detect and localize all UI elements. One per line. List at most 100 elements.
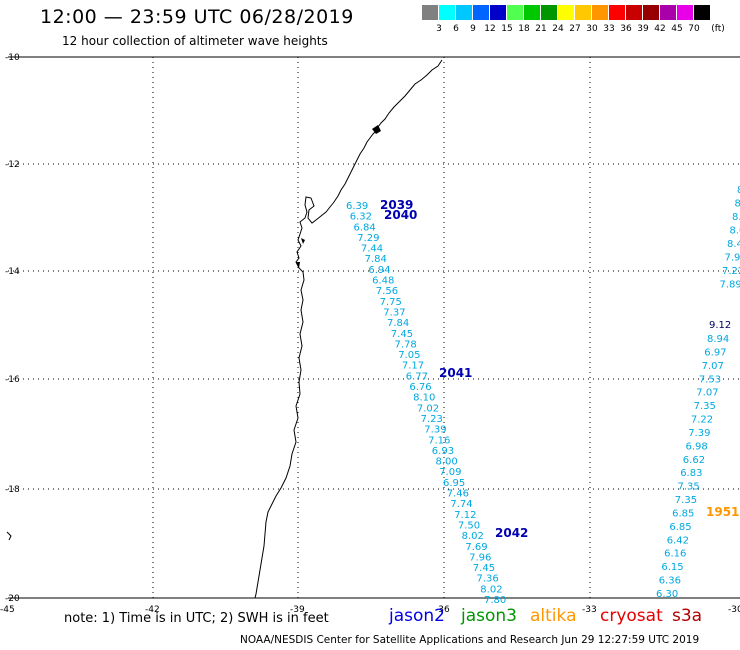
legend-label: 42 xyxy=(654,24,666,34)
swh-value: 6.85 xyxy=(669,522,691,533)
lon-tick-label: -39 xyxy=(290,605,305,615)
swh-value: 6.93 xyxy=(432,446,454,457)
pass-number-label: 2041 xyxy=(439,366,472,380)
swh-value: 7.93 xyxy=(725,253,740,264)
swh-value: 7.45 xyxy=(391,329,413,340)
swh-value: 7.84 xyxy=(387,318,409,329)
swh-value: 8.0 xyxy=(730,226,740,237)
legend-unit: (ft) xyxy=(711,24,725,34)
legend-swatch xyxy=(541,5,558,20)
swh-value: 6.85 xyxy=(672,509,694,520)
swh-value: 8.02 xyxy=(462,531,484,542)
satellite-legend-s3a: s3a xyxy=(672,606,703,626)
swh-value: 7.84 xyxy=(365,254,387,265)
legend-swatch xyxy=(592,5,609,20)
offshore-island xyxy=(6,531,12,541)
swh-value: 6.16 xyxy=(664,549,686,560)
swh-value: 7.16 xyxy=(428,435,450,446)
swh-value: 7.37 xyxy=(383,308,405,319)
axis-tick-labels: -10 -12 -14 -16 -18 -20-45 -42 -39 -36 -33 -30 xyxy=(0,53,740,615)
lat-tick-label: -14 xyxy=(5,267,20,277)
lat-tick-label: -20 xyxy=(5,594,20,604)
legend-label: 36 xyxy=(620,24,632,34)
swh-value: 7.89 xyxy=(720,280,740,291)
swh-value: 6.39 xyxy=(346,201,368,212)
legend-swatch xyxy=(677,5,694,20)
legend-label: 21 xyxy=(535,24,547,34)
legend-label: 30 xyxy=(586,24,598,34)
lat-tick-label: -16 xyxy=(5,375,20,385)
swh-value: 9.12 xyxy=(709,320,731,331)
legend-swatch xyxy=(422,5,439,20)
swh-value: 7.35 xyxy=(678,482,700,493)
coastline xyxy=(254,59,443,599)
lat-tick-label: -18 xyxy=(5,485,20,495)
pass-number-label: 1951 xyxy=(706,505,739,519)
legend-swatch xyxy=(609,5,626,20)
swh-value: 6.77 xyxy=(406,371,428,382)
lon-tick-label: -36 xyxy=(435,605,450,615)
swh-value: 7.39 xyxy=(424,425,446,436)
swh-value: 6.48 xyxy=(372,276,394,287)
legend-label: 33 xyxy=(603,24,615,34)
swh-value: 8.10 xyxy=(413,393,435,404)
swh-value: 6.84 xyxy=(354,222,376,233)
legend-swatch xyxy=(694,5,711,20)
swh-value: 7.05 xyxy=(398,350,420,361)
swh-value: 7.07 xyxy=(702,361,724,372)
lon-tick-label: -45 xyxy=(0,605,15,615)
swh-value: 7.75 xyxy=(380,297,402,308)
legend-label: 3 xyxy=(436,24,442,34)
swh-value: 8.4 xyxy=(727,239,740,250)
swh-value: 7.96 xyxy=(469,552,491,563)
swh-value: 8.00 xyxy=(436,457,458,468)
pass-number-label: 2040 xyxy=(384,208,417,222)
swh-value: 7.02 xyxy=(417,403,439,414)
swh-value: 6.32 xyxy=(350,212,372,223)
swh-value: 7.80 xyxy=(484,595,506,606)
legend-swatch xyxy=(439,5,456,20)
note-text: note: 1) Time is in UTC; 2) SWH is in fe… xyxy=(64,611,329,626)
swh-value: 7.36 xyxy=(477,574,499,585)
satellite-legend-altika: altika xyxy=(530,606,577,626)
swh-value: 8.3 xyxy=(732,212,740,223)
graticule xyxy=(8,57,740,598)
pass-number-label: 2039 xyxy=(380,198,413,212)
swh-value: 7.53 xyxy=(699,374,721,385)
legend-label: 70 xyxy=(688,24,700,34)
legend-label: 27 xyxy=(569,24,581,34)
legend-swatch xyxy=(524,5,541,20)
legend-label: 15 xyxy=(501,24,513,34)
swh-value: 7.69 xyxy=(465,542,487,553)
pass-number-label: 2042 xyxy=(495,526,528,540)
legend-label: 18 xyxy=(518,24,530,34)
legend-label: 12 xyxy=(484,24,496,34)
swh-value: 8.94 xyxy=(707,334,729,345)
footer-credit: NOAA/NESDIS Center for Satellite Applica… xyxy=(240,634,700,646)
swh-value: 6.62 xyxy=(683,455,705,466)
lat-tick-label: -10 xyxy=(5,53,20,63)
lon-tick-label: -30 xyxy=(728,605,740,615)
cryosat-track-values: 8. 8. 8.3 8.0 8.4 7.93 7.22 7.89 9.12 8.94 6.97 7.0… xyxy=(656,185,740,600)
swh-value: 7.07 xyxy=(696,388,718,399)
swh-value: 6.42 xyxy=(667,535,689,546)
jason2-track-values: 6.396.326.847.297.447.846.946.487.567.75… xyxy=(346,201,506,606)
swh-value: 7.46 xyxy=(447,489,469,500)
legend-label: 9 xyxy=(470,24,476,34)
swh-value: 7.74 xyxy=(450,499,472,510)
legend-label: 24 xyxy=(552,24,564,34)
legend-label: 39 xyxy=(637,24,649,34)
legend-swatch xyxy=(490,5,507,20)
swh-value: 7.22 xyxy=(722,266,740,277)
lon-tick-label: -33 xyxy=(582,605,597,615)
swh-value: 7.22 xyxy=(691,415,713,426)
legend-swatch xyxy=(507,5,524,20)
swh-value: 7.45 xyxy=(473,563,495,574)
swh-value: 7.29 xyxy=(357,233,379,244)
swh-value: 7.56 xyxy=(376,286,398,297)
map-subtitle: 12 hour collection of altimeter wave hei… xyxy=(62,34,328,48)
swh-value: 7.12 xyxy=(454,510,476,521)
swh-value: 7.17 xyxy=(402,361,424,372)
swh-value: 7.78 xyxy=(395,339,417,350)
